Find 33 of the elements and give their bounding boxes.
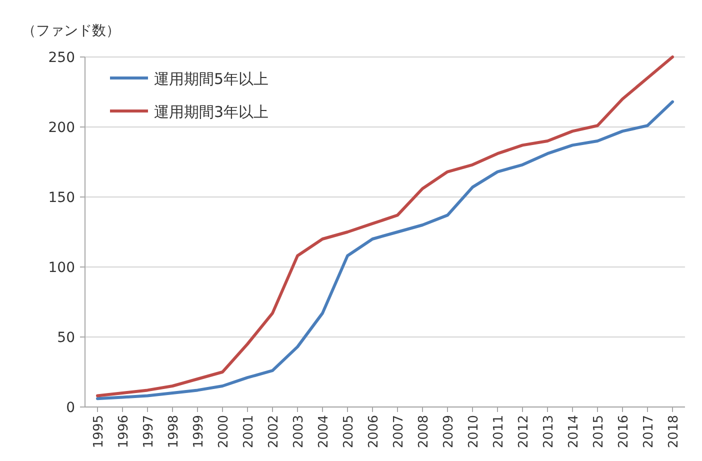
y-axis-title: （ファンド数） — [22, 23, 120, 39]
x-tick-label: 2010 — [466, 415, 482, 448]
x-tick-label: 2005 — [342, 415, 356, 448]
x-tick-label: 2000 — [216, 415, 232, 448]
x-tick-label: 2009 — [442, 415, 456, 448]
x-tick-label: 2007 — [392, 415, 406, 448]
x-tick-label: 2012 — [516, 415, 532, 448]
x-tick-label: 1999 — [192, 415, 206, 448]
x-tick-label: 2013 — [542, 415, 556, 448]
y-tick-label: 200 — [48, 120, 75, 136]
x-tick-label: 1997 — [142, 415, 156, 448]
x-tick-label: 2008 — [416, 415, 432, 448]
y-tick-label: 50 — [57, 330, 75, 346]
legend-label: 運用期間3年以上 — [154, 103, 269, 121]
x-tick-label: 2003 — [292, 415, 306, 448]
y-tick-label: 250 — [48, 50, 75, 66]
x-tick-label: 1998 — [166, 415, 182, 448]
x-tick-label: 2004 — [316, 415, 332, 448]
x-tick-label: 2016 — [616, 415, 632, 448]
x-tick-label: 1995 — [92, 415, 106, 448]
x-tick-label: 2015 — [592, 415, 606, 448]
y-tick-label: 0 — [66, 400, 75, 416]
x-tick-label: 2001 — [242, 415, 256, 448]
x-tick-label: 1996 — [116, 415, 132, 448]
y-tick-label: 100 — [48, 260, 75, 276]
legend-label: 運用期間5年以上 — [154, 70, 269, 88]
x-tick-label: 2017 — [642, 415, 656, 448]
x-tick-label: 2006 — [366, 415, 382, 448]
x-tick-label: 2011 — [492, 415, 506, 448]
x-tick-label: 2002 — [266, 415, 282, 448]
y-tick-label: 150 — [48, 190, 75, 206]
x-tick-label: 2014 — [566, 415, 582, 448]
x-tick-label: 2018 — [666, 415, 682, 448]
